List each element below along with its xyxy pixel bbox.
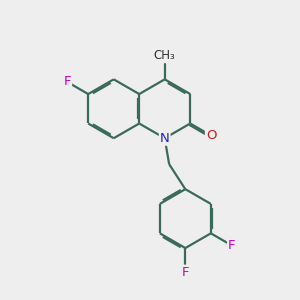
Text: N: N [160,132,169,145]
Text: F: F [228,239,236,252]
Text: O: O [206,129,216,142]
Text: F: F [64,76,71,88]
Text: CH₃: CH₃ [154,49,176,62]
Text: F: F [182,266,189,279]
